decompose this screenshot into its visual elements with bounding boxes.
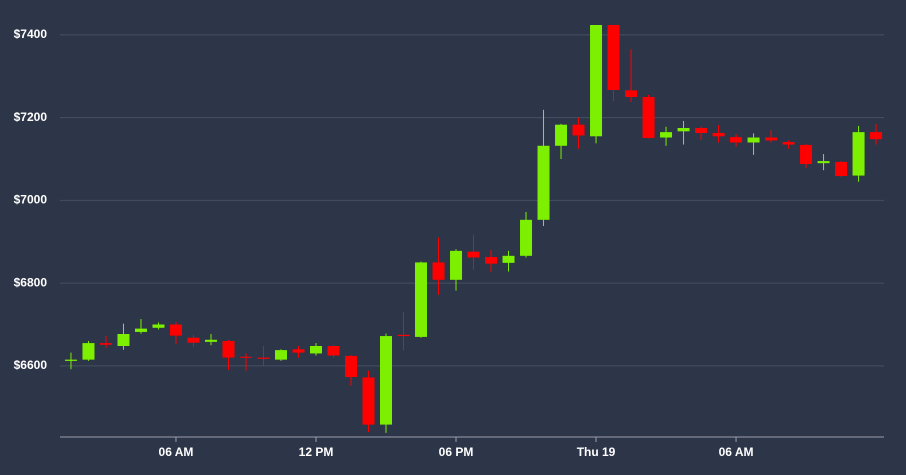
candle-body <box>64 359 77 361</box>
candle-body <box>590 25 603 137</box>
candle-body <box>415 262 428 337</box>
candle-body <box>345 355 358 378</box>
candle-body <box>117 334 130 346</box>
candle-body <box>169 324 182 336</box>
candle-body <box>502 255 515 263</box>
candle-body <box>467 251 480 258</box>
candle-body <box>134 328 147 332</box>
candle-body <box>765 137 778 141</box>
x-tick-label: Thu 19 <box>577 445 616 459</box>
candle-body <box>257 357 270 359</box>
candle-body <box>362 377 375 425</box>
candle-body <box>82 343 95 360</box>
candle-body <box>625 90 638 97</box>
candle-body <box>292 349 305 353</box>
candle-body <box>660 132 673 138</box>
candle-body <box>607 25 620 90</box>
candle-body <box>537 145 550 220</box>
candle-body <box>380 336 393 425</box>
candle-body <box>485 257 498 264</box>
candle-body <box>835 161 848 176</box>
candle-body <box>222 341 235 358</box>
candle-body <box>450 250 463 280</box>
candle-body <box>520 219 533 256</box>
candle-body <box>642 96 655 138</box>
x-tick-label: 12 PM <box>299 445 334 459</box>
y-tick-label: $6600 <box>14 358 48 372</box>
candle-body <box>852 132 865 176</box>
candle-body <box>677 128 690 132</box>
y-tick-label: $7200 <box>14 110 48 124</box>
candle-body <box>204 339 217 342</box>
x-tick-label: 06 AM <box>159 445 194 459</box>
candle-body <box>309 345 322 354</box>
y-tick-label: $7400 <box>14 27 48 41</box>
candle-body <box>327 345 340 356</box>
candle-body <box>712 132 725 137</box>
candle-body <box>152 324 165 328</box>
candle-body <box>99 343 112 345</box>
candle-body <box>187 337 200 343</box>
x-tick-label: 06 AM <box>719 445 754 459</box>
candle-body <box>747 137 760 143</box>
y-tick-label: $6800 <box>14 275 48 289</box>
candle-body <box>555 124 568 146</box>
candle-body <box>800 144 813 164</box>
candle-body <box>817 161 830 164</box>
candle-body <box>397 334 410 337</box>
candle-body <box>239 356 252 358</box>
y-tick-label: $7000 <box>14 193 48 207</box>
candle-body <box>870 132 883 140</box>
candle-body <box>274 350 287 360</box>
candle-body <box>730 137 743 143</box>
candle-body <box>572 124 585 136</box>
candle-body <box>695 128 708 133</box>
x-tick-label: 06 PM <box>439 445 474 459</box>
candle-body <box>782 142 795 145</box>
candle-body <box>432 262 445 280</box>
